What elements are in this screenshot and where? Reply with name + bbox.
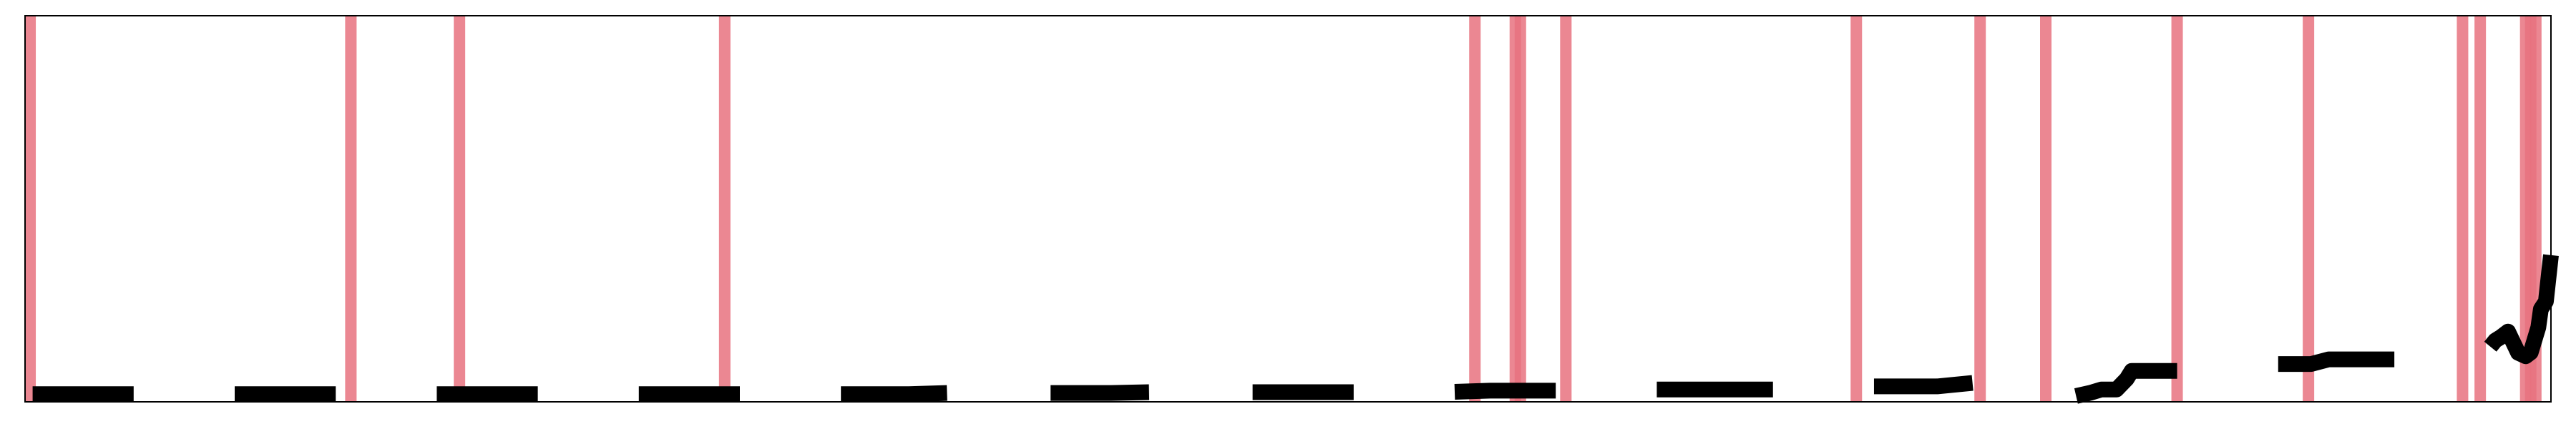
plot-frame (24, 15, 2552, 403)
plot-layer (24, 16, 2559, 404)
series-segment (1873, 375, 1974, 395)
series-segment (2278, 351, 2395, 373)
series-segment (841, 385, 947, 403)
series-segment (1454, 383, 1556, 400)
series-segment (2074, 363, 2177, 404)
series-segment (2484, 254, 2559, 365)
